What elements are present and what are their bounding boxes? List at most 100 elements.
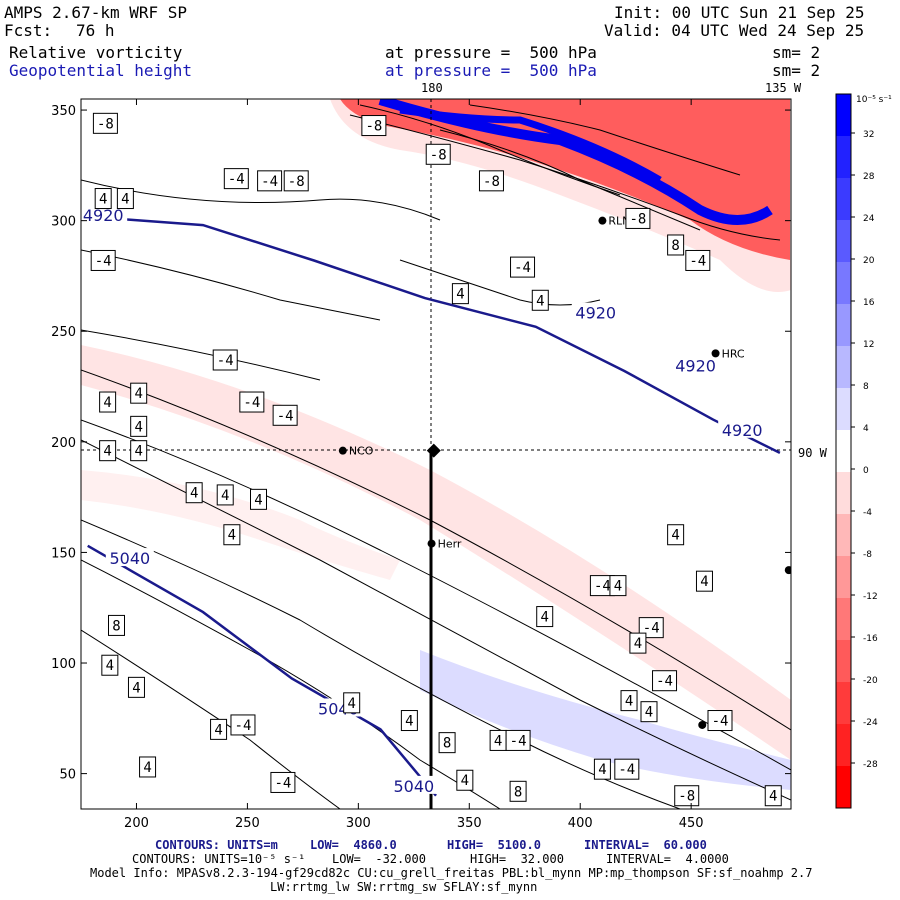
height-label-bg — [81, 205, 128, 224]
x-tick-label: 300 — [346, 816, 371, 831]
vorticity-label: 4 — [671, 528, 679, 544]
vorticity-label-box — [343, 692, 361, 714]
height-label-bg — [671, 355, 720, 374]
height-contour-high: HIGH= 5100.0 — [447, 838, 541, 852]
vorticity-label: 4 — [103, 444, 111, 460]
field-height-title: Geopotential height — [9, 61, 193, 80]
vorticity-label-box — [764, 785, 782, 807]
colorbar-swatch — [836, 724, 851, 767]
colorbar-tick-label: -24 — [863, 718, 878, 728]
vorticity-label-box — [127, 676, 145, 698]
vorticity-label-box — [223, 524, 241, 546]
vorticity-label: -4 — [594, 579, 611, 595]
vorticity-label-box — [216, 484, 234, 506]
vorticity-label-box — [99, 440, 117, 462]
vorticity-label-box — [707, 710, 733, 732]
vorticity-label: 4 — [214, 722, 222, 738]
vorticity-label: 4 — [494, 733, 502, 749]
y-tick-label: 100 — [51, 657, 76, 672]
vorticity-label: 4 — [645, 705, 653, 721]
vorticity-label: 8 — [671, 238, 679, 254]
colorbar-frame — [835, 93, 852, 809]
station-label: RLN — [608, 215, 630, 228]
vorticity-label: -8 — [629, 211, 646, 227]
colorbar-tick-label: 28 — [863, 172, 875, 182]
field-vorticity-title: Relative vorticity — [9, 43, 183, 62]
height-label: 4920 — [83, 206, 124, 225]
station-marker — [338, 446, 347, 455]
colorbar-tick-label: -8 — [863, 550, 872, 560]
vorticity-label: 4 — [536, 293, 544, 309]
vorticity-label: -4 — [656, 674, 673, 690]
vorticity-label: 4 — [221, 488, 229, 504]
station-marker — [711, 349, 720, 358]
colorbar-swatch — [836, 472, 851, 515]
vorticity-label-box — [505, 729, 531, 751]
colorbar-tick-label: 20 — [863, 256, 875, 266]
height-label: 4920 — [675, 357, 716, 376]
vorticity-label-box — [99, 391, 117, 413]
x-tick-label: 450 — [679, 816, 704, 831]
vorticity-label: 4 — [134, 419, 142, 435]
forecast-hour: 76 h — [76, 21, 115, 40]
height-contour-line — [87, 544, 437, 797]
colorbar-tick-label: -16 — [863, 634, 878, 644]
colorbar-tick-label: -4 — [863, 508, 872, 518]
vorticity-label-box — [652, 670, 678, 692]
vorticity-label-box — [212, 349, 238, 371]
vorticity-label: 4 — [769, 789, 777, 805]
vorticity-label-box — [629, 632, 647, 654]
colorbar-tick-label: -20 — [863, 676, 878, 686]
vorticity-label-box — [223, 168, 249, 190]
vorticity-label: 4 — [625, 694, 633, 710]
vorticity-label-box — [531, 289, 549, 311]
field-height-smoothing: sm= 2 — [772, 61, 821, 80]
vorticity-label: 4 — [254, 492, 262, 508]
vorticity-label-box — [94, 188, 112, 210]
vorticity-label: 4 — [228, 528, 236, 544]
colorbar-tick-label: 4 — [863, 424, 869, 434]
vorticity-label: -4 — [235, 718, 252, 734]
vorticity-label: 4 — [103, 395, 111, 411]
vorticity-contour-units: CONTOURS: UNITS=10⁻⁵ s⁻¹ — [132, 852, 306, 866]
y-tick-label: 250 — [51, 325, 76, 340]
vorticity-label-box — [130, 440, 148, 462]
vorticity-label: -4 — [689, 253, 706, 269]
colorbar-swatch — [836, 346, 851, 389]
colorbar-tick-label: 16 — [863, 298, 875, 308]
colorbar-swatch — [836, 556, 851, 599]
vorticity-label: 4 — [405, 714, 413, 730]
vorticity-label: -8 — [288, 174, 305, 190]
vorticity-label: -4 — [277, 408, 294, 424]
model-title: AMPS 2.67-km WRF SP — [4, 3, 188, 22]
positive-vorticity-band — [420, 650, 791, 790]
y-tick-label: 350 — [51, 104, 76, 119]
vorticity-label-box — [695, 570, 713, 592]
height-contour-low: LOW= 4860.0 — [310, 838, 397, 852]
vorticity-contour-low: LOW= -32.000 — [332, 852, 426, 866]
longitude-label-180: 180 — [421, 81, 443, 95]
vorticity-label: -8 — [97, 116, 114, 132]
colorbar-swatch — [836, 94, 851, 137]
vorticity-label-box — [108, 614, 125, 636]
vorticity-contour-interval: INTERVAL= 4.0000 — [606, 852, 729, 866]
vorticity-label-box — [456, 769, 474, 791]
vorticity-label-box — [593, 758, 611, 780]
vorticity-label-box — [685, 249, 711, 271]
axes: 200 250 300 350 400 450 50 100 150 200 250 300 350 — [51, 99, 791, 831]
vorticity-label-box — [640, 701, 658, 723]
colorbar-tick-label: 8 — [863, 382, 869, 392]
x-tick-label: 350 — [457, 816, 482, 831]
height-contour-line — [81, 214, 781, 455]
height-label: 5040 — [393, 777, 434, 796]
vorticity-label: 4 — [461, 773, 469, 789]
model-info: Model Info: MPASv8.2.3-194-gf29cd82c CU:… — [90, 866, 813, 880]
vorticity-label: -4 — [95, 253, 112, 269]
y-tick-label: 200 — [51, 436, 76, 451]
vorticity-label: -4 — [712, 714, 729, 730]
vorticity-label-box — [92, 112, 118, 134]
station-label: Herr — [438, 538, 462, 551]
longitude-label-90w: 90 W — [798, 446, 827, 460]
colorbar-swatch — [836, 766, 851, 809]
